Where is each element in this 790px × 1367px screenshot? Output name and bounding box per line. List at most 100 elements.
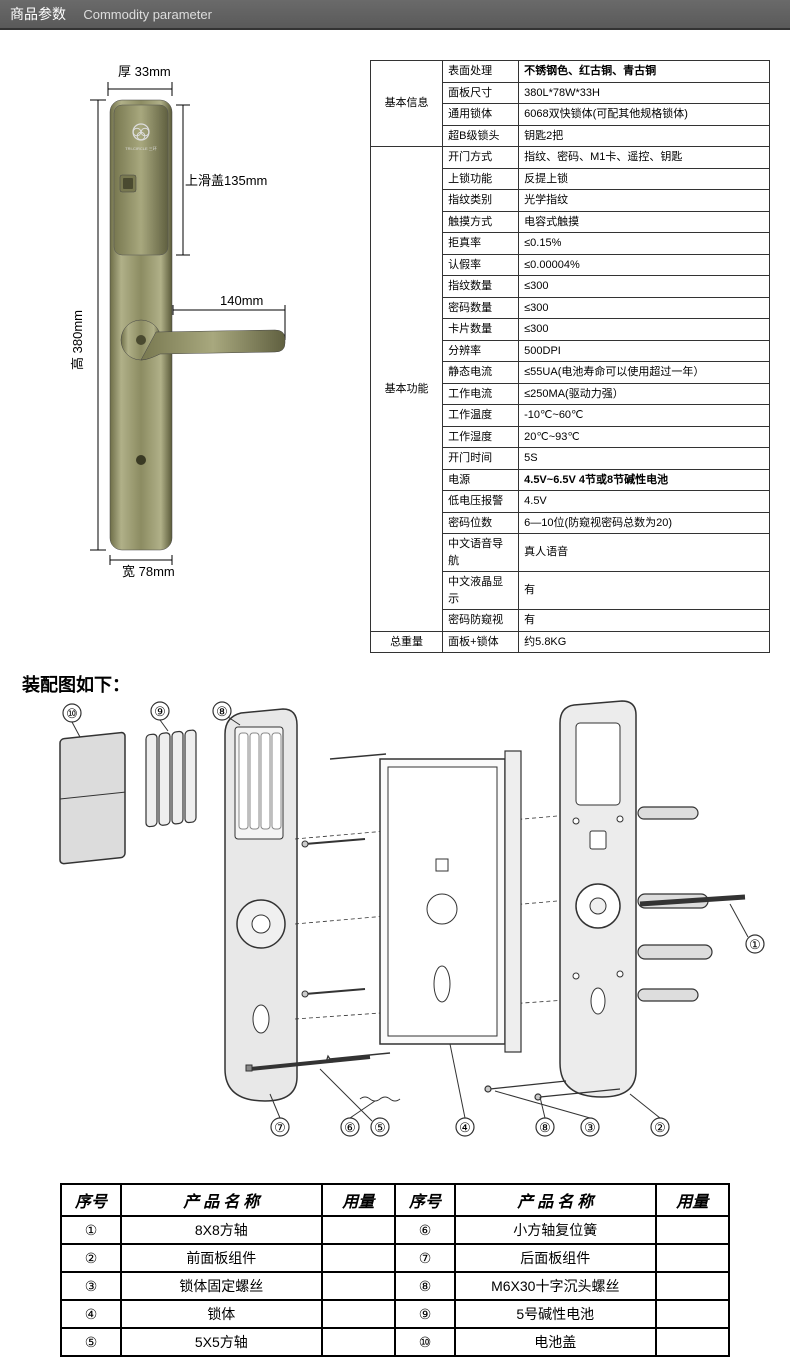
callout-9: ⑨ — [154, 704, 166, 719]
spec-val: 6068双快锁体(可配其他规格锁体) — [519, 104, 770, 126]
spec-val: 指纹、密码、M1卡、遥控、钥匙 — [519, 147, 770, 169]
spec-val: 有 — [519, 610, 770, 632]
spec-key: 通用锁体 — [443, 104, 519, 126]
parts-name: 锁体固定螺丝 — [121, 1272, 321, 1300]
spec-key: 中文液晶显示 — [443, 572, 519, 610]
parts-no: ① — [61, 1216, 121, 1244]
parts-qty — [322, 1328, 395, 1356]
spec-val: 真人语音 — [519, 534, 770, 572]
parts-no: ⑦ — [395, 1244, 455, 1272]
parts-name: 5号碱性电池 — [455, 1300, 655, 1328]
parts-qty — [322, 1216, 395, 1244]
parts-qty — [656, 1244, 730, 1272]
parts-name: M6X30十字沉头螺丝 — [455, 1272, 655, 1300]
callout-3: ③ — [584, 1120, 596, 1135]
spec-key: 工作湿度 — [443, 426, 519, 448]
spec-val: 5S — [519, 448, 770, 470]
parts-name: 电池盖 — [455, 1328, 655, 1356]
callout-3b: ⑧ — [539, 1120, 551, 1135]
parts-no: ⑤ — [61, 1328, 121, 1356]
callout-8: ⑧ — [216, 704, 228, 719]
callout-7: ⑦ — [274, 1120, 286, 1135]
assembly-svg: ⑩ ⑨ ⑧ — [10, 699, 780, 1179]
parts-no: ② — [61, 1244, 121, 1272]
callout-6: ⑥ — [344, 1120, 356, 1135]
parts-h-no-l: 序号 — [61, 1184, 121, 1216]
spec-group3: 总重量 — [371, 631, 443, 653]
callout-10: ⑩ — [66, 706, 78, 721]
header-en: Commodity parameter — [83, 7, 212, 22]
callout-4: ④ — [459, 1120, 471, 1135]
spec-val: 380L*78W*33H — [519, 82, 770, 104]
slider-dim: 上滑盖135mm — [185, 173, 267, 188]
header-cn: 商品参数 — [10, 6, 66, 22]
parts-qty — [656, 1328, 730, 1356]
parts-name: 5X5方轴 — [121, 1328, 321, 1356]
parts-h-qty-l: 用量 — [322, 1184, 395, 1216]
spec-key: 开门方式 — [443, 147, 519, 169]
spec-key: 卡片数量 — [443, 319, 519, 341]
callout-5: ⑤ — [374, 1120, 386, 1135]
spec-key: 低电压报警 — [443, 491, 519, 513]
callout-1: ① — [749, 937, 761, 952]
spec-val: 电容式触摸 — [519, 211, 770, 233]
top-section: 厚 33mm 高 380mm TRI-CIRCLE 三环 上滑盖135mm — [0, 30, 790, 665]
spec-group1: 基本信息 — [371, 61, 443, 147]
parts-qty — [322, 1244, 395, 1272]
parts-qty — [656, 1272, 730, 1300]
spec-val: 不锈钢色、红古铜、青古铜 — [519, 61, 770, 83]
parts-no: ④ — [61, 1300, 121, 1328]
parts-qty — [322, 1272, 395, 1300]
spec-key: 静态电流 — [443, 362, 519, 384]
spec-key: 分辨率 — [443, 340, 519, 362]
spec-key: 认假率 — [443, 254, 519, 276]
section-header: 商品参数 Commodity parameter — [0, 0, 790, 30]
spec-val: 约5.8KG — [519, 631, 770, 653]
parts-h-name-l: 产 品 名 称 — [121, 1184, 321, 1216]
parts-table: 序号 产 品 名 称 用量 序号 产 品 名 称 用量 ①8X8方轴 ⑥小方轴复位… — [60, 1183, 730, 1357]
parts-qty — [656, 1300, 730, 1328]
parts-name: 小方轴复位簧 — [455, 1216, 655, 1244]
spec-key: 面板尺寸 — [443, 82, 519, 104]
parts-qty — [322, 1300, 395, 1328]
spec-val: 反提上锁 — [519, 168, 770, 190]
spec-key: 电源 — [443, 469, 519, 491]
spec-val: 20℃~93℃ — [519, 426, 770, 448]
parts-name: 前面板组件 — [121, 1244, 321, 1272]
spec-val: 光学指纹 — [519, 190, 770, 212]
parts-no: ⑨ — [395, 1300, 455, 1328]
parts-no: ⑧ — [395, 1272, 455, 1300]
parts-h-qty-r: 用量 — [656, 1184, 730, 1216]
spec-key: 表面处理 — [443, 61, 519, 83]
product-svg: 厚 33mm 高 380mm TRI-CIRCLE 三环 上滑盖135mm — [60, 60, 350, 580]
spec-key: 开门时间 — [443, 448, 519, 470]
spec-key: 中文语音导航 — [443, 534, 519, 572]
parts-no: ⑥ — [395, 1216, 455, 1244]
parts-h-name-r: 产 品 名 称 — [455, 1184, 655, 1216]
spec-key: 超B级锁头 — [443, 125, 519, 147]
spec-val: ≤300 — [519, 319, 770, 341]
handle-dim: 140mm — [220, 293, 263, 308]
spec-val: 有 — [519, 572, 770, 610]
parts-h-no-r: 序号 — [395, 1184, 455, 1216]
spec-key: 上锁功能 — [443, 168, 519, 190]
thickness-dim: 厚 33mm — [118, 64, 171, 79]
product-photo: 厚 33mm 高 380mm TRI-CIRCLE 三环 上滑盖135mm — [60, 60, 350, 580]
assembly-diagram: ⑩ ⑨ ⑧ — [10, 699, 780, 1179]
spec-table: 基本信息表面处理不锈钢色、红古铜、青古铜面板尺寸380L*78W*33H通用锁体… — [370, 60, 770, 653]
spec-table-wrap: 基本信息表面处理不锈钢色、红古铜、青古铜面板尺寸380L*78W*33H通用锁体… — [370, 60, 770, 653]
spec-key: 指纹类别 — [443, 190, 519, 212]
spec-val: ≤300 — [519, 276, 770, 298]
parts-name: 后面板组件 — [455, 1244, 655, 1272]
spec-val: ≤55UA(电池寿命可以使用超过一年） — [519, 362, 770, 384]
spec-val: ≤300 — [519, 297, 770, 319]
assembly-title: 装配图如下： — [0, 665, 790, 699]
spec-val: ≤0.15% — [519, 233, 770, 255]
spec-val: 4.5V — [519, 491, 770, 513]
parts-name: 8X8方轴 — [121, 1216, 321, 1244]
parts-no: ⑩ — [395, 1328, 455, 1356]
spec-key: 密码数量 — [443, 297, 519, 319]
spec-key: 工作电流 — [443, 383, 519, 405]
width-dim: 宽 78mm — [122, 564, 175, 579]
spec-val: -10℃~60℃ — [519, 405, 770, 427]
